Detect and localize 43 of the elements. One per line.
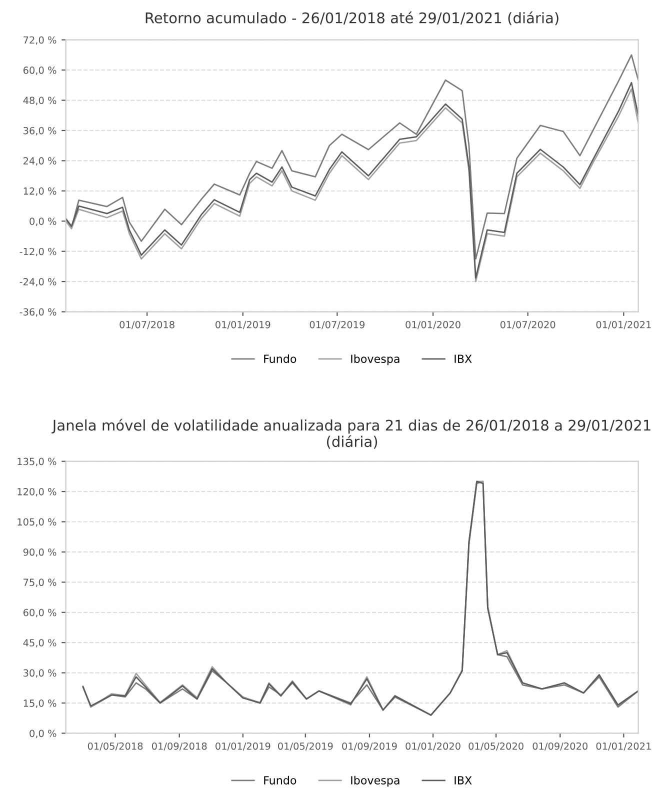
x-tick-label: 01/01/2020 [406, 742, 460, 751]
x-tick-label: 01/05/2018 [88, 742, 143, 751]
x-tick-label: 01/05/2019 [278, 742, 333, 751]
y-tick-label: 75,0 % [24, 578, 56, 587]
y-tick-label: 15,0 % [24, 700, 56, 708]
legend-label: Fundo [264, 354, 296, 363]
y-tick-label: 45,0 % [23, 639, 56, 648]
y-tick-label: -12,0 % [20, 248, 56, 256]
x-tick-label: 01/01/2021 [596, 742, 651, 751]
y-tick-label: 105,0 % [18, 518, 56, 527]
y-tick-label: -24,0 % [20, 278, 56, 286]
y-tick-label: -36,0 % [20, 308, 56, 317]
x-tick-label: 01/01/2021 [596, 320, 651, 330]
y-tick-label: 12,0 % [24, 187, 56, 196]
x-tick-label: 01/05/2020 [468, 742, 524, 751]
x-tick-label: 01/07/2020 [500, 320, 556, 330]
legend-label: IBX [454, 776, 472, 784]
x-tick-label: 01/07/2019 [310, 320, 365, 330]
x-tick-label: 01/09/2020 [532, 742, 588, 751]
x-tick-label: 01/01/2019 [216, 320, 270, 330]
y-tick-label: 60,0 % [23, 608, 56, 618]
x-tick-label: 01/01/2019 [216, 742, 270, 751]
legend-label: Ibovespa [351, 354, 400, 366]
y-tick-label: 72,0 % [24, 36, 56, 45]
y-tick-label: 60,0 % [23, 66, 56, 75]
y-tick-label: 0,0 % [30, 730, 56, 738]
chart-title: Janela móvel de volatilidade anualizada para 21 dias de 26/01/2018 a 29/01/2021 (diária) [52, 418, 650, 449]
y-tick-label: 0,0 % [30, 218, 56, 226]
x-tick-label: 01/09/2019 [342, 742, 397, 751]
x-tick-label: 01/01/2020 [406, 320, 460, 330]
chart-title: Retorno acumulado - 26/01/2018 até 29/01/2021 (diária) [146, 12, 558, 26]
legend-label: IBX [454, 354, 472, 363]
y-tick-label: 36,0 % [24, 126, 56, 136]
y-tick-label: 24,0 % [24, 157, 56, 166]
legend-label: Ibovespa [351, 776, 400, 787]
y-tick-label: 48,0 % [23, 96, 56, 106]
y-tick-label: 135,0 % [18, 458, 56, 466]
y-tick-label: 30,0 % [24, 669, 56, 678]
y-tick-label: 120,0 % [18, 488, 56, 496]
x-tick-label: 01/09/2018 [152, 742, 207, 751]
x-tick-label: 01/07/2018 [120, 320, 174, 330]
legend-label: Fundo [264, 776, 296, 784]
y-tick-label: 90,0 % [23, 548, 56, 557]
